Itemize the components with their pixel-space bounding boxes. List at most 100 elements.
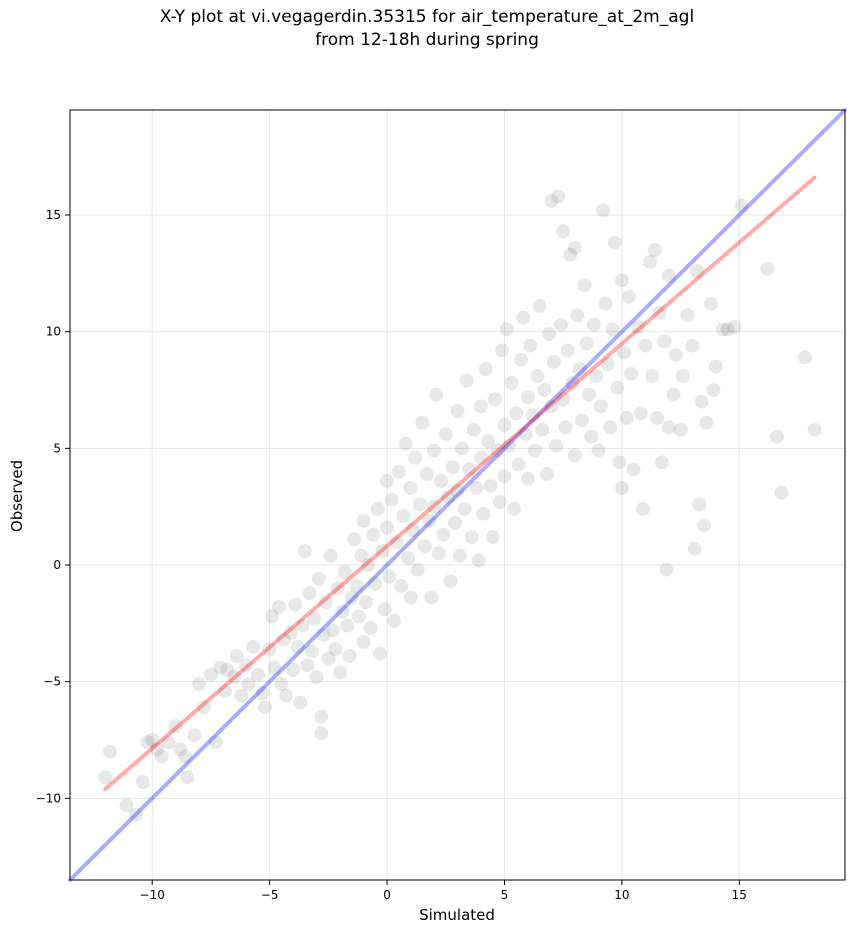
scatter-point: [135, 775, 150, 789]
scatter-point: [734, 198, 749, 213]
scatter-point: [473, 399, 488, 414]
scatter-point: [593, 399, 608, 414]
scatter-point: [643, 254, 658, 269]
scatter-point: [481, 434, 496, 449]
scatter-point: [544, 399, 559, 414]
scatter-point: [311, 572, 326, 586]
y-tick-label: 15: [46, 208, 61, 222]
scatter-point: [626, 462, 641, 477]
scatter-point: [161, 735, 176, 750]
scatter-point: [556, 224, 571, 239]
scatter-point: [445, 460, 460, 474]
scatter-point: [659, 562, 674, 577]
scatter-point: [652, 306, 667, 320]
scatter-point: [565, 376, 580, 390]
scatter-point: [459, 373, 474, 388]
scatter-point: [286, 663, 301, 677]
scatter-point: [255, 686, 270, 701]
y-axis-ticks: −10 −5 0 5 10 15: [36, 208, 70, 805]
scatter-point: [429, 387, 444, 402]
scatter-point: [485, 530, 500, 544]
scatter-point: [511, 457, 526, 472]
scatter-point: [544, 194, 559, 208]
scatter-point: [586, 317, 601, 332]
scatter-point: [391, 464, 406, 479]
scatter-point: [438, 427, 453, 442]
scatter-point: [330, 581, 345, 596]
scatter-point: [532, 299, 547, 313]
scatter-point: [389, 534, 404, 549]
scatter-point: [464, 530, 479, 544]
scatter-point: [382, 569, 397, 584]
scatter-point: [563, 247, 578, 262]
scatter-point: [675, 369, 690, 383]
scatter-point: [598, 296, 613, 311]
scatter-point: [365, 527, 380, 542]
scatter-point: [119, 798, 134, 813]
scatter-point: [520, 390, 535, 404]
scatter-point: [431, 546, 446, 561]
scatter-point: [720, 322, 735, 337]
x-axis-label: Simulated: [419, 906, 495, 924]
scatter-point: [358, 595, 373, 610]
x-tick-label: 5: [501, 888, 509, 902]
scatter-point: [427, 499, 442, 514]
scatter-point: [769, 429, 784, 444]
scatter-point: [638, 338, 653, 353]
scatter-point: [760, 261, 775, 276]
scatter-point: [518, 427, 533, 442]
scatter-point: [687, 541, 702, 556]
scatter-point: [499, 322, 514, 337]
scatter-point: [250, 667, 265, 682]
scatter-point: [257, 700, 272, 715]
scatter-point: [666, 387, 681, 402]
scatter-point: [549, 439, 564, 453]
scatter-point: [530, 369, 545, 383]
scatter-point: [680, 308, 695, 323]
scatter-point: [523, 338, 538, 353]
scatter-point: [417, 539, 432, 554]
scatter-point: [478, 362, 493, 376]
scatter-point: [368, 576, 383, 591]
scatter-point: [328, 642, 343, 656]
scatter-point: [591, 443, 606, 458]
scatter-point: [314, 709, 329, 724]
scatter-point: [617, 345, 632, 360]
scatter-point: [213, 660, 228, 675]
scatter-point: [574, 413, 589, 428]
scatter-point: [443, 574, 458, 589]
scatter-point: [462, 462, 477, 477]
scatter-point: [302, 586, 317, 600]
y-axis-label: Observed: [8, 460, 26, 532]
scatter-point: [335, 604, 350, 619]
scatter-point: [208, 735, 223, 750]
scatter-point: [419, 467, 434, 481]
scatter-point: [668, 348, 683, 362]
scatter-point: [706, 383, 721, 397]
scatter-point: [727, 320, 742, 334]
scatter-point: [356, 635, 371, 649]
scatter-point: [589, 369, 604, 383]
scatter-point: [450, 483, 465, 498]
scatter-point: [337, 565, 352, 579]
scatter-point: [436, 527, 451, 542]
scatter-point: [441, 490, 456, 505]
scatter-point: [621, 289, 636, 304]
scatter-point: [361, 558, 376, 572]
scatter-point: [582, 387, 597, 402]
scatter-point: [647, 243, 662, 257]
scatter-point: [553, 317, 568, 332]
scatter-point: [542, 327, 557, 341]
scatter-point: [556, 392, 571, 407]
scatter-point: [488, 392, 503, 407]
scatter-point: [318, 595, 333, 610]
scatter-point: [403, 481, 418, 495]
scatter-point: [356, 513, 371, 528]
scatter-point: [377, 602, 392, 617]
scatter-point: [537, 383, 552, 397]
scatter-point: [384, 492, 399, 507]
scatter-point: [466, 422, 481, 437]
scatter-point: [473, 450, 488, 465]
scatter-point: [603, 420, 618, 435]
scatter-point: [600, 357, 615, 372]
